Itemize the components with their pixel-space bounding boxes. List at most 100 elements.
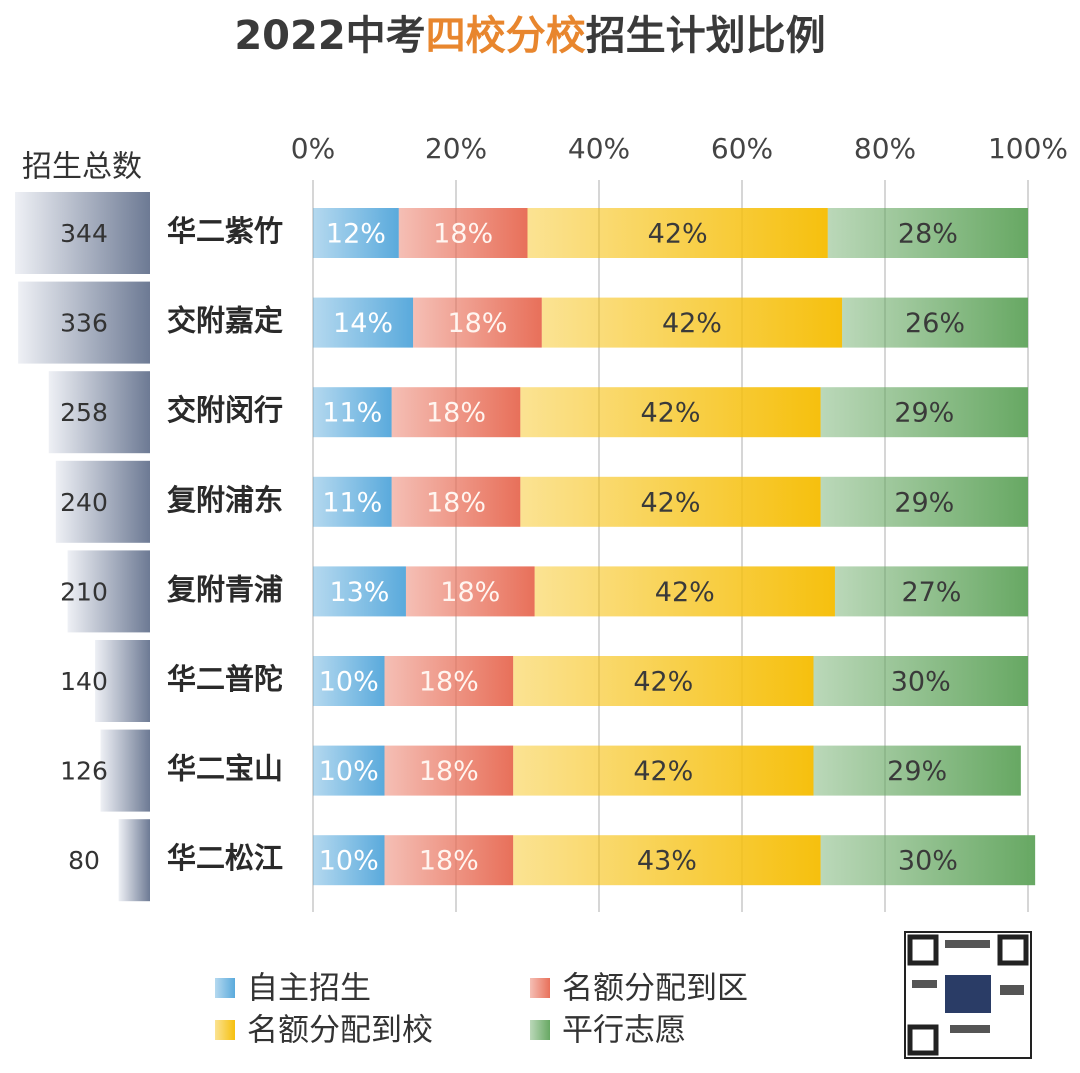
value-label: 29% [887, 756, 947, 787]
category-label: 华二普陀 [167, 662, 283, 696]
value-label: 18% [447, 308, 507, 339]
legend-label: 名额分配到校 [247, 1013, 433, 1049]
category-label: 华二紫竹 [167, 214, 283, 248]
value-label: 18% [419, 756, 479, 787]
value-label: 11% [322, 398, 382, 429]
total-bar [95, 640, 150, 722]
bar-segment [313, 656, 385, 706]
bar-segment [513, 835, 821, 886]
total-label: 126 [60, 757, 108, 786]
value-label: 42% [655, 577, 715, 608]
totals-header: 招生总数 [22, 150, 142, 185]
value-label: 42% [640, 487, 700, 518]
value-label: 18% [426, 398, 486, 429]
total-label: 240 [60, 488, 108, 517]
value-label: 12% [326, 219, 386, 250]
bar-segment [842, 297, 1028, 348]
legend-label: 自主招生 [247, 971, 371, 1007]
value-label: 30% [891, 667, 951, 698]
legend-swatch [530, 1020, 550, 1040]
bar-segment [413, 297, 542, 348]
bar-segment [513, 656, 814, 706]
total-label: 210 [60, 577, 108, 606]
bar-segment [313, 835, 385, 886]
value-label: 18% [419, 667, 479, 698]
title-part: 招生计划比例 [586, 13, 826, 59]
bar-segment [534, 566, 835, 617]
bar-segment [384, 835, 514, 886]
value-label: 18% [440, 577, 500, 608]
bar-segment [820, 835, 1036, 886]
legend-swatch [530, 978, 550, 998]
bar-segment [313, 476, 392, 527]
bar-segment [827, 208, 1028, 258]
legend-label: 平行志愿 [562, 1013, 686, 1049]
bar-segment [520, 476, 821, 527]
total-bar [67, 550, 150, 633]
value-label: 10% [319, 667, 379, 698]
value-label: 26% [905, 308, 965, 339]
bar-segment [405, 566, 535, 617]
title-part: 2022中考 [234, 13, 425, 59]
x-tick-label: 20% [425, 132, 487, 165]
bar-segment [527, 208, 828, 258]
bar-segment [513, 745, 814, 796]
value-label: 18% [433, 219, 493, 250]
value-label: 29% [894, 487, 954, 518]
value-label: 14% [333, 308, 393, 339]
legend-swatch [215, 1020, 235, 1040]
x-tick-label: 80% [854, 132, 916, 165]
value-label: 42% [662, 308, 722, 339]
value-label: 10% [319, 756, 379, 787]
total-label: 258 [60, 398, 108, 427]
category-label: 交附闵行 [167, 393, 283, 427]
qr-code [904, 931, 1032, 1059]
bar-segment [391, 387, 521, 438]
value-label: 13% [329, 577, 389, 608]
value-label: 43% [637, 846, 697, 877]
x-tick-label: 60% [711, 132, 773, 165]
bar-segment [813, 656, 1028, 706]
bar-segment [313, 745, 385, 796]
bar-segment [384, 745, 514, 796]
bar-segment [398, 208, 528, 258]
value-label: 42% [633, 667, 693, 698]
title-highlight: 四校分校 [426, 13, 586, 59]
bar-segment [541, 297, 843, 348]
x-tick-label: 40% [568, 132, 630, 165]
x-tick-label: 100% [988, 132, 1068, 165]
bar-segment [384, 656, 514, 706]
value-label: 27% [901, 577, 961, 608]
total-label: 80 [68, 846, 100, 875]
total-bar [55, 460, 151, 543]
total-label: 336 [60, 309, 108, 338]
value-label: 11% [322, 487, 382, 518]
total-bar [15, 192, 150, 274]
x-tick-label: 0% [291, 132, 335, 165]
total-bar [118, 819, 150, 902]
value-label: 28% [898, 219, 958, 250]
bar-segment [834, 566, 1028, 617]
total-bar [100, 729, 150, 812]
value-label: 10% [319, 846, 379, 877]
legend-swatch [215, 978, 235, 998]
total-bar [48, 371, 150, 454]
category-label: 交附嘉定 [167, 304, 283, 338]
total-label: 344 [60, 219, 108, 248]
bar-segment [313, 387, 392, 438]
category-label: 华二宝山 [167, 752, 283, 786]
bar-segment [313, 208, 399, 258]
category-label: 复附青浦 [167, 572, 283, 606]
bar-segment [820, 476, 1028, 527]
bar-segment [820, 387, 1028, 438]
value-label: 42% [633, 756, 693, 787]
total-label: 140 [60, 667, 108, 696]
total-bar [18, 281, 151, 364]
chart-title: 2022中考四校分校招生计划比例 [234, 13, 825, 59]
value-label: 30% [898, 846, 958, 877]
bar-segment [313, 297, 414, 348]
value-label: 42% [640, 398, 700, 429]
category-label: 华二松江 [167, 841, 283, 875]
bar-segment [313, 566, 406, 617]
